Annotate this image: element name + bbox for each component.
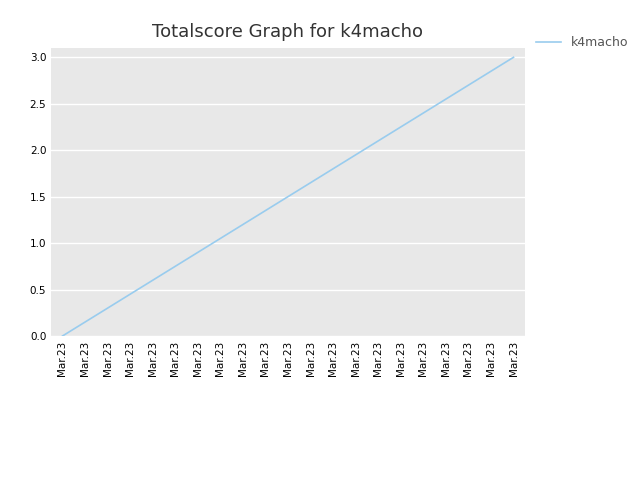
- k4macho: [262, 208, 269, 214]
- k4macho: [126, 291, 134, 297]
- k4macho: [172, 264, 179, 269]
- k4macho: [216, 236, 224, 241]
- k4macho: [397, 124, 404, 130]
- k4macho: [284, 194, 292, 200]
- k4macho: [442, 96, 450, 102]
- k4macho: [307, 180, 314, 186]
- Legend: k4macho: k4macho: [531, 31, 634, 54]
- k4macho: [465, 82, 472, 88]
- k4macho: [487, 68, 495, 74]
- Line: k4macho: k4macho: [63, 57, 513, 336]
- Title: Totalscore Graph for k4macho: Totalscore Graph for k4macho: [152, 23, 424, 41]
- k4macho: [509, 54, 517, 60]
- k4macho: [239, 222, 247, 228]
- k4macho: [352, 152, 360, 158]
- k4macho: [81, 319, 89, 325]
- k4macho: [59, 333, 67, 339]
- k4macho: [104, 305, 111, 311]
- k4macho: [374, 138, 382, 144]
- k4macho: [329, 166, 337, 172]
- k4macho: [149, 277, 157, 283]
- k4macho: [419, 110, 427, 116]
- k4macho: [194, 250, 202, 255]
